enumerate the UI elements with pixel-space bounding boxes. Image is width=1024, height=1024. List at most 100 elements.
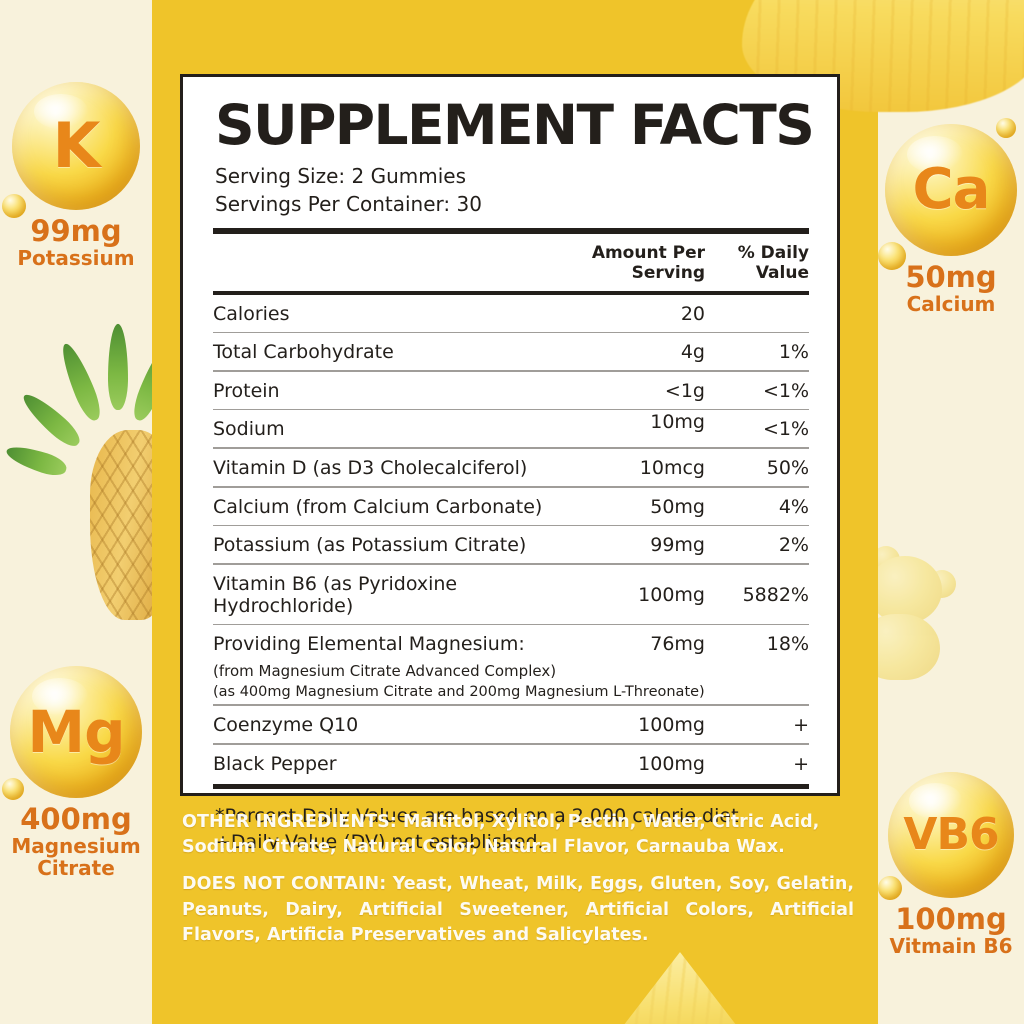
table-row: Protein <1g <1% xyxy=(213,372,809,409)
row-amount: 10mg xyxy=(650,411,705,434)
header-daily-value: % Daily Value xyxy=(737,242,809,283)
row-daily-value: + xyxy=(793,752,809,775)
supplement-facts-card: SUPPLEMENT FACTS Serving Size: 2 Gummies… xyxy=(180,74,840,853)
does-not-contain-label: DOES NOT CONTAIN: xyxy=(182,874,387,895)
row-name: Total Carbohydrate xyxy=(213,341,394,364)
calcium-symbol: Ca xyxy=(912,157,991,222)
table-row: Calcium (from Calcium Carbonate) 50mg 4% xyxy=(213,488,809,525)
row-name: Coenzyme Q10 xyxy=(213,713,359,736)
badge-magnesium: Mg 400mg Magnesium Citrate xyxy=(0,666,152,879)
table-row: Total Carbohydrate 4g 1% xyxy=(213,333,809,370)
row-name: Sodium xyxy=(213,418,285,441)
row-daily-value: 2% xyxy=(778,534,809,557)
row-daily-value xyxy=(705,295,809,332)
vitamin-b6-name: Vitmain B6 xyxy=(889,933,1013,958)
left-gold-edge xyxy=(152,0,164,1024)
supplement-facts-title: SUPPLEMENT FACTS xyxy=(215,93,815,157)
magnesium-symbol: Mg xyxy=(27,698,125,766)
badge-potassium: K 99mg Potassium xyxy=(0,82,152,269)
other-ingredients-block: OTHER INGREDIENTS: Maltitol, Xylitol, Pe… xyxy=(182,810,854,860)
row-name: Vitamin D (as D3 Cholecalciferol) xyxy=(213,456,528,479)
row-amount: 20 xyxy=(680,302,705,325)
right-side-panel: Ca 50mg Calcium VB6 100mg Vitmain B6 xyxy=(878,0,1024,1024)
badge-vitamin-b6: VB6 100mg Vitmain B6 xyxy=(878,772,1024,957)
supplement-facts-table: Amount Per Serving % Daily Value Calorie… xyxy=(213,234,809,782)
badge-calcium: Ca 50mg Calcium xyxy=(878,118,1024,316)
table-row: Potassium (as Potassium Citrate) 99mg 2% xyxy=(213,526,809,563)
servings-per-container-line: Servings Per Container: 30 xyxy=(215,192,482,217)
magnesium-bubble-icon: Mg xyxy=(10,666,142,798)
potassium-bubble-icon: K xyxy=(12,82,140,210)
table-row-magnesium: Providing Elemental Magnesium: 76mg 18% xyxy=(213,625,809,662)
vitamin-b6-droplet-icon xyxy=(878,876,902,900)
row-daily-value: <1% xyxy=(762,418,809,441)
calcium-name: Calcium xyxy=(906,291,996,316)
row-name: Black Pepper xyxy=(213,752,337,775)
row-name: Protein xyxy=(213,379,280,402)
row-amount: 99mg xyxy=(650,534,705,557)
does-not-contain-text: Yeast, Wheat, Milk, Eggs, Gluten, Soy, G… xyxy=(182,874,855,945)
header-top-rule xyxy=(213,227,809,234)
magnesium-amount: 400mg xyxy=(20,802,132,836)
calcium-droplet-small-icon xyxy=(996,118,1016,138)
potassium-symbol: K xyxy=(52,109,100,182)
row-daily-value: <1% xyxy=(762,379,809,402)
row-amount: 10mcg xyxy=(639,456,705,479)
row-amount: <1g xyxy=(664,379,705,402)
row-amount: 4g xyxy=(680,341,705,364)
magnesium-name: Magnesium xyxy=(11,833,141,858)
table-row: Vitamin B6 (as Pyridoxine Hydrochloride)… xyxy=(213,565,809,624)
row-daily-value: 18% xyxy=(766,633,809,656)
header-blank-cell xyxy=(213,234,557,291)
serving-size-line: Serving Size: 2 Gummies xyxy=(215,163,466,188)
magnesium-sub-line-1: (from Magnesium Citrate Advanced Complex… xyxy=(213,662,557,681)
vitamin-b6-amount: 100mg xyxy=(895,902,1007,936)
row-name: Potassium (as Potassium Citrate) xyxy=(213,534,527,557)
potassium-droplet-icon xyxy=(2,194,26,218)
row-amount: 100mg xyxy=(638,583,705,606)
row-daily-value: 4% xyxy=(778,495,809,518)
magnesium-name-line-2: Citrate xyxy=(37,855,115,880)
potassium-name: Potassium xyxy=(17,245,135,270)
table-bottom-rule xyxy=(213,783,809,789)
table-row: Coenzyme Q10 100mg + xyxy=(213,706,809,743)
vitamin-b6-bubble-icon: VB6 xyxy=(888,772,1014,898)
magnesium-sub-line-2: (as 400mg Magnesium Citrate and 200mg Ma… xyxy=(213,684,705,701)
pineapple-plant-decoration xyxy=(3,322,152,622)
pineapple-wedge-bottom-decoration xyxy=(600,952,760,1024)
calcium-amount: 50mg xyxy=(905,260,997,294)
row-amount: 100mg xyxy=(638,713,705,736)
right-gold-edge xyxy=(866,0,878,1024)
magnesium-sub-line-1-row: (from Magnesium Citrate Advanced Complex… xyxy=(213,662,809,684)
calcium-bubble-icon: Ca xyxy=(885,124,1017,256)
left-side-panel: K 99mg Potassium Mg 400mg Magnesium Citr… xyxy=(0,0,152,1024)
row-daily-value: 50% xyxy=(766,456,809,479)
row-amount: 50mg xyxy=(650,495,705,518)
does-not-contain-block: DOES NOT CONTAIN: Yeast, Wheat, Milk, Eg… xyxy=(182,872,854,948)
header-amount-per-serving: Amount Per Serving xyxy=(591,242,705,283)
magnesium-sub-line-2-row: (as 400mg Magnesium Citrate and 200mg Ma… xyxy=(213,684,809,704)
row-daily-value: 1% xyxy=(778,341,809,364)
footnote-daily-values: *Percent Daily Values are based on a 2,0… xyxy=(215,804,745,827)
header-bottom-rule-row xyxy=(213,290,809,295)
row-amount: 76mg xyxy=(650,633,705,656)
gummy-bear-decoration xyxy=(878,540,986,720)
row-name: Providing Elemental Magnesium: xyxy=(213,633,525,656)
row-amount: 100mg xyxy=(638,752,705,775)
other-ingredients-text: Maltitol, Xylitol, Pectin, Water, Citric… xyxy=(182,812,820,858)
ingredients-section: OTHER INGREDIENTS: Maltitol, Xylitol, Pe… xyxy=(182,810,854,960)
table-row: Calories 20 xyxy=(213,295,809,332)
vitamin-b6-symbol: VB6 xyxy=(903,809,999,860)
table-row: Sodium 10mg <1% xyxy=(213,410,809,447)
potassium-amount: 99mg xyxy=(30,214,122,248)
table-row: Vitamin D (as D3 Cholecalciferol) 10mcg … xyxy=(213,449,809,486)
row-name: Calcium (from Calcium Carbonate) xyxy=(213,495,543,518)
calcium-droplet-icon xyxy=(878,242,906,270)
row-name: Vitamin B6 (as Pyridoxine Hydrochloride) xyxy=(213,572,458,617)
table-header-row: Amount Per Serving % Daily Value xyxy=(213,234,809,291)
row-daily-value: + xyxy=(793,713,809,736)
row-name: Calories xyxy=(213,302,290,325)
magnesium-droplet-icon xyxy=(2,778,24,800)
footnote-dv-not-established: +Daily Value (DV) not established. xyxy=(215,831,544,854)
